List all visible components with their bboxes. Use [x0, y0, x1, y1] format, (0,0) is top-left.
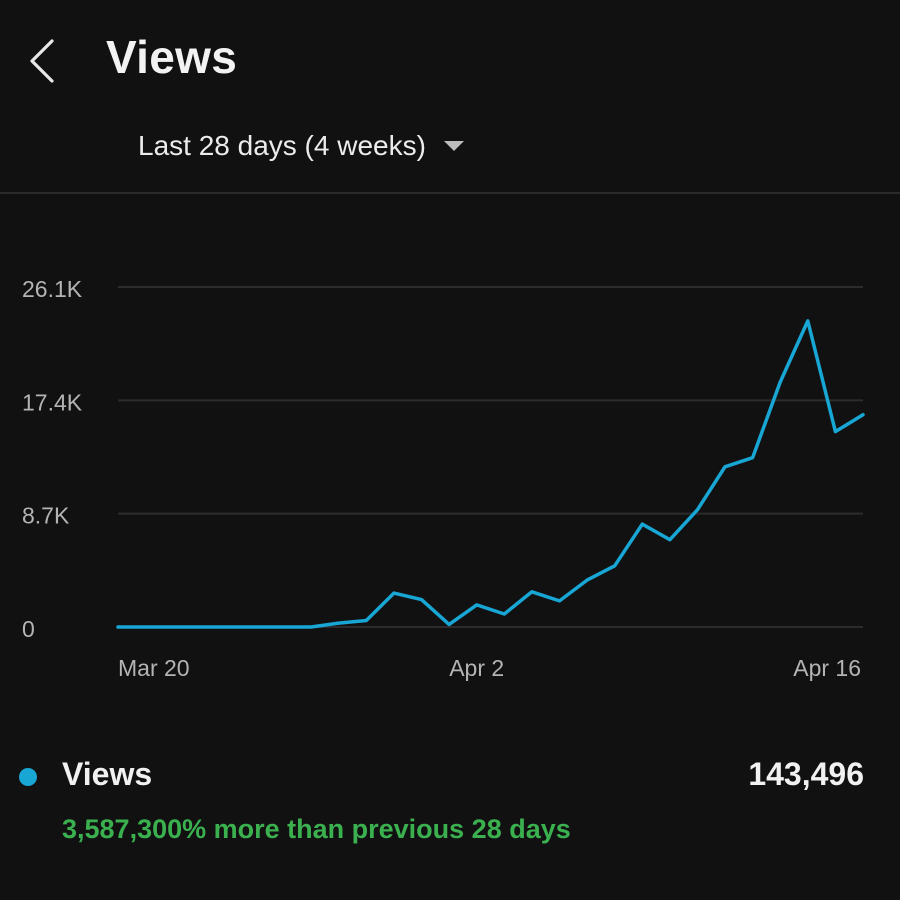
- header: Views: [0, 0, 900, 120]
- chevron-left-icon[interactable]: [22, 36, 66, 86]
- x-tick-label: Mar 20: [118, 655, 190, 681]
- x-tick-label: Apr 16: [793, 655, 861, 681]
- y-tick-label: 26.1K: [22, 276, 83, 302]
- summary-total: 143,496: [748, 756, 864, 792]
- page-title: Views: [106, 31, 238, 83]
- y-tick-label: 0: [22, 616, 35, 642]
- series-line-views: [116, 319, 865, 629]
- back-button[interactable]: [22, 36, 66, 86]
- summary-label: Views: [62, 756, 153, 792]
- views-chart: 0 8.7K 17.4K 26.1K Mar 20 Apr 2 Apr 16: [0, 240, 900, 700]
- period-dropdown[interactable]: Last 28 days (4 weeks): [138, 124, 464, 168]
- series-dot: [19, 768, 37, 786]
- y-tick-label: 17.4K: [22, 389, 83, 415]
- caret-down-icon: [443, 141, 464, 151]
- summary-comparison: 3,587,300% more than previous 28 days: [62, 814, 571, 844]
- y-tick-label: 8.7K: [22, 503, 70, 529]
- x-tick-label: Apr 2: [449, 655, 504, 681]
- chart-svg: 0 8.7K 17.4K 26.1K Mar 20 Apr 2 Apr 16: [22, 276, 865, 681]
- divider: [0, 192, 900, 194]
- period-label: Last 28 days (4 weeks): [138, 130, 426, 161]
